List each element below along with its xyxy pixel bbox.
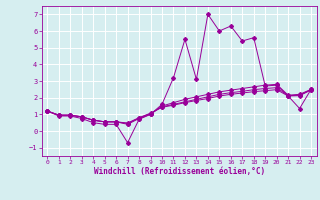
- X-axis label: Windchill (Refroidissement éolien,°C): Windchill (Refroidissement éolien,°C): [94, 167, 265, 176]
